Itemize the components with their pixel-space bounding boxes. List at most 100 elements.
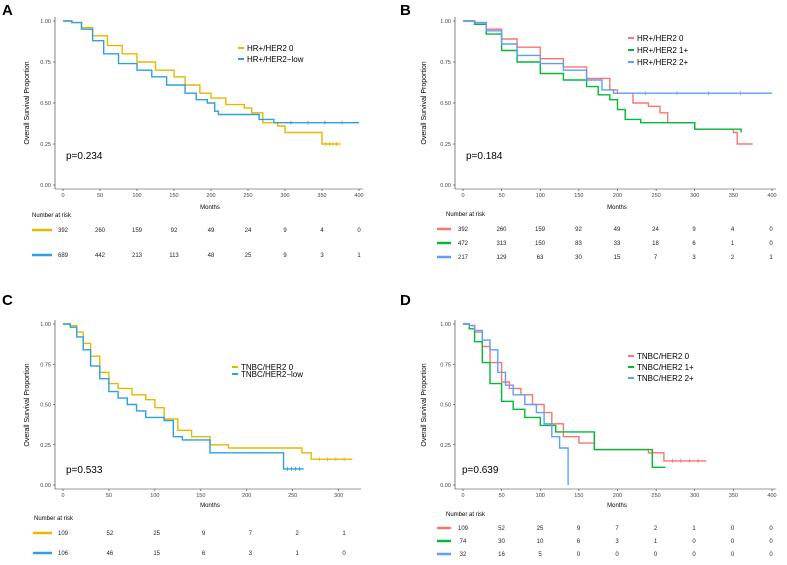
x-tick-label: 300: [334, 493, 343, 499]
legend-label: HR+/HER2 0: [247, 44, 294, 53]
y-tick-label: 0.75: [440, 362, 451, 368]
survival-curve-1: [63, 20, 359, 124]
risk-count: 49: [208, 228, 215, 234]
risk-count: 159: [535, 227, 546, 233]
survival-curve-0: [463, 323, 707, 462]
y-axis-label: Overall Survival Proportion: [24, 363, 31, 446]
legend-label: HR+/HER2 0: [637, 34, 684, 43]
risk-count: 30: [575, 255, 582, 261]
risk-count: 25: [153, 531, 160, 537]
risk-count: 48: [208, 253, 215, 259]
survival-curve-2: [463, 323, 569, 485]
risk-count: 30: [498, 539, 505, 545]
risk-count: 0: [577, 552, 581, 558]
risk-table-title: Number at risk: [446, 212, 486, 218]
risk-count: 0: [692, 552, 696, 558]
x-tick-label: 400: [767, 193, 776, 199]
risk-count: 392: [58, 228, 69, 234]
y-tick-label: 1.00: [40, 19, 51, 25]
x-tick-label: 250: [288, 493, 297, 499]
panel-label: B: [400, 2, 411, 19]
x-tick-label: 0: [461, 193, 464, 199]
risk-count: 0: [731, 526, 735, 532]
legend: HR+/HER2 0 HR+/HER2−low: [238, 44, 304, 64]
risk-count: 1: [342, 531, 346, 537]
risk-count: 46: [106, 551, 113, 557]
x-tick-label: 250: [652, 493, 661, 499]
p-value: p=0.639: [462, 465, 499, 476]
risk-count: 18: [652, 241, 659, 247]
y-axis-label: Overall Survival Proportion: [421, 61, 428, 144]
x-tick-label: 150: [169, 193, 178, 199]
risk-count: 313: [496, 241, 507, 247]
risk-count: 5: [538, 552, 542, 558]
risk-count: 2: [731, 255, 735, 261]
y-tick-label: 1.00: [40, 322, 51, 328]
risk-count: 217: [458, 255, 469, 261]
survival-curve-1: [63, 323, 304, 470]
x-tick-label: 150: [574, 493, 583, 499]
x-tick-label: 350: [729, 193, 738, 199]
y-tick-label: 0.50: [440, 101, 451, 107]
risk-count: 33: [614, 241, 621, 247]
risk-count: 1: [654, 539, 658, 545]
x-axis-label: Months: [607, 503, 627, 509]
risk-count: 3: [320, 253, 324, 259]
x-axis-label: Months: [200, 503, 220, 509]
risk-count: 7: [654, 255, 658, 261]
y-tick-label: 0.25: [440, 443, 451, 449]
y-tick-label: 0.50: [40, 403, 51, 409]
x-tick-label: 50: [499, 193, 505, 199]
risk-count: 52: [498, 526, 505, 532]
risk-count: 0: [769, 526, 773, 532]
y-axis-label: Overall Survival Proportion: [24, 61, 31, 144]
survival-curve-0: [63, 20, 341, 145]
risk-count: 9: [202, 531, 206, 537]
risk-count: 1: [769, 255, 773, 261]
x-tick-label: 250: [652, 193, 661, 199]
risk-count: 0: [357, 228, 361, 234]
risk-count: 92: [575, 227, 582, 233]
risk-count: 689: [58, 253, 69, 259]
panel-a: A Overall Survival Proportion Months p=0…: [2, 2, 364, 259]
risk-count: 32: [460, 552, 467, 558]
y-tick-label: 1.00: [440, 322, 451, 328]
risk-count: 0: [692, 539, 696, 545]
x-tick-label: 350: [729, 493, 738, 499]
risk-count: 0: [769, 539, 773, 545]
legend-label: HR+/HER2−low: [247, 55, 304, 64]
legend: TNBC/HER2 0 TNBC/HER2 1+ TNBC/HER2 2+: [628, 352, 694, 383]
y-tick-label: 0.50: [440, 403, 451, 409]
risk-count: 159: [132, 228, 143, 234]
risk-count: 3: [615, 539, 619, 545]
risk-count: 2: [295, 531, 299, 537]
risk-table-title: Number at risk: [34, 516, 74, 522]
x-tick-label: 0: [461, 493, 464, 499]
risk-count: 74: [460, 539, 467, 545]
survival-curve-1: [463, 323, 666, 468]
x-tick-label: 200: [613, 193, 622, 199]
x-tick-label: 100: [536, 493, 545, 499]
risk-count: 3: [249, 551, 253, 557]
y-tick-label: 0.00: [440, 483, 451, 489]
risk-count: 15: [153, 551, 160, 557]
x-tick-label: 250: [243, 193, 252, 199]
risk-count: 52: [106, 531, 113, 537]
risk-count: 0: [769, 241, 773, 247]
risk-count: 2: [654, 526, 658, 532]
risk-count: 113: [169, 253, 179, 259]
legend-label: HR+/HER2 1+: [637, 46, 688, 55]
x-tick-label: 400: [354, 193, 363, 199]
risk-count: 92: [171, 228, 178, 234]
panel-label: D: [400, 292, 411, 309]
y-tick-label: 0.25: [440, 142, 451, 148]
risk-count: 260: [95, 228, 106, 234]
risk-count: 0: [731, 552, 735, 558]
p-value: p=0.234: [66, 151, 103, 162]
risk-count: 6: [692, 241, 696, 247]
panel-d: D Overall Survival Proportion Months p=0…: [400, 292, 777, 558]
y-tick-label: 0.50: [40, 101, 51, 107]
x-tick-label: 100: [536, 193, 545, 199]
risk-count: 16: [498, 552, 505, 558]
legend-label: HR+/HER2 2+: [637, 58, 688, 67]
